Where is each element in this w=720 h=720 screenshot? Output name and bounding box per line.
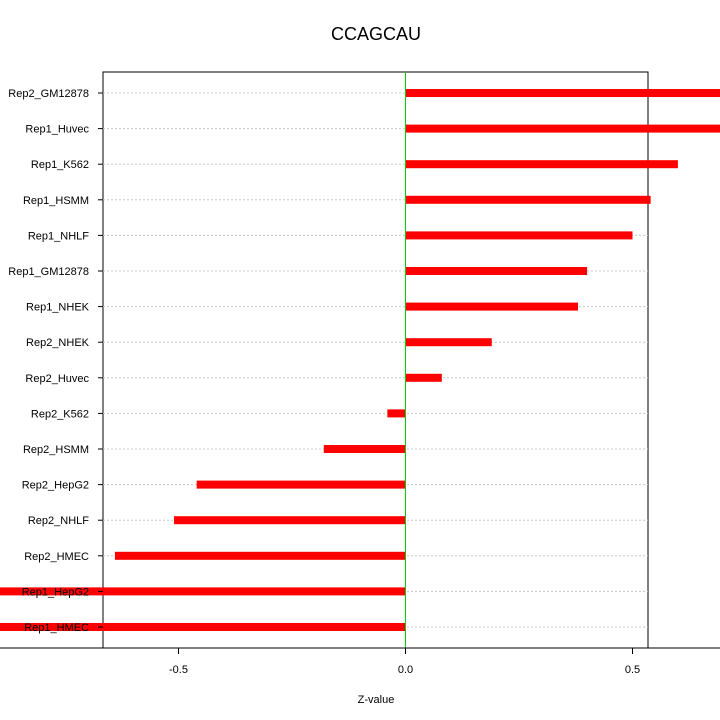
bar-Rep2_Huvec [405,373,442,382]
x-axis-title: Z-value [358,694,395,706]
category-label: Rep2_GM12878 [8,88,89,100]
bar-Rep1_HepG2 [0,587,406,596]
chart-title: CCAGCAU [331,24,421,44]
bar-Rep2_NHEK [405,338,492,347]
category-label: Rep1_HepG2 [22,586,89,598]
x-tick-label: 0.0 [398,664,413,676]
bar-Rep2_NHLF [173,516,406,525]
category-label: Rep1_NHEK [26,302,90,314]
x-tick-label: -0.5 [169,664,188,676]
bar-Rep2_HSMM [323,445,406,453]
category-label: Rep2_Huvec [25,373,89,385]
bar-Rep1_NHEK [405,302,579,311]
plot-frame [102,71,649,649]
category-label: Rep1_NHLF [28,230,89,242]
category-label: Rep1_GM12878 [8,266,89,278]
category-label: Rep2_K562 [31,408,89,420]
category-labels: Rep2_GM12878 Rep1_Huvec Rep1_K562 Rep1_HSMM… [8,88,103,634]
category-label: Rep1_K562 [31,159,89,171]
category-label: Rep1_HSMM [23,195,89,207]
category-label: Rep2_HSMM [23,444,89,456]
category-label: Rep2_HepG2 [22,480,89,492]
bar-Rep2_K562 [387,409,406,418]
bar-Rep1_NHLF [405,231,633,240]
bar-Rep2_HMEC [114,551,406,560]
category-label: Rep2_NHLF [28,515,89,527]
category-label: Rep1_Huvec [25,124,89,136]
bar-Rep2_HepG2 [196,480,406,489]
bars [0,89,720,631]
grid-lines [103,92,648,628]
bar-Rep1_K562 [405,160,678,169]
bar-Rep1_GM12878 [405,267,588,275]
category-label: Rep1_HMEC [24,622,89,634]
bar-Rep1_HMEC [0,623,406,631]
bar-Rep2_GM12878 [405,89,720,97]
bar-Rep1_Huvec [405,124,720,133]
category-label: Rep2_HMEC [24,551,89,563]
x-axis: -1.0-0.50.00.51.0 [0,647,720,676]
bar-Rep1_HSMM [405,195,651,204]
x-tick-label: 0.5 [625,664,640,676]
category-label: Rep2_NHEK [26,337,90,349]
